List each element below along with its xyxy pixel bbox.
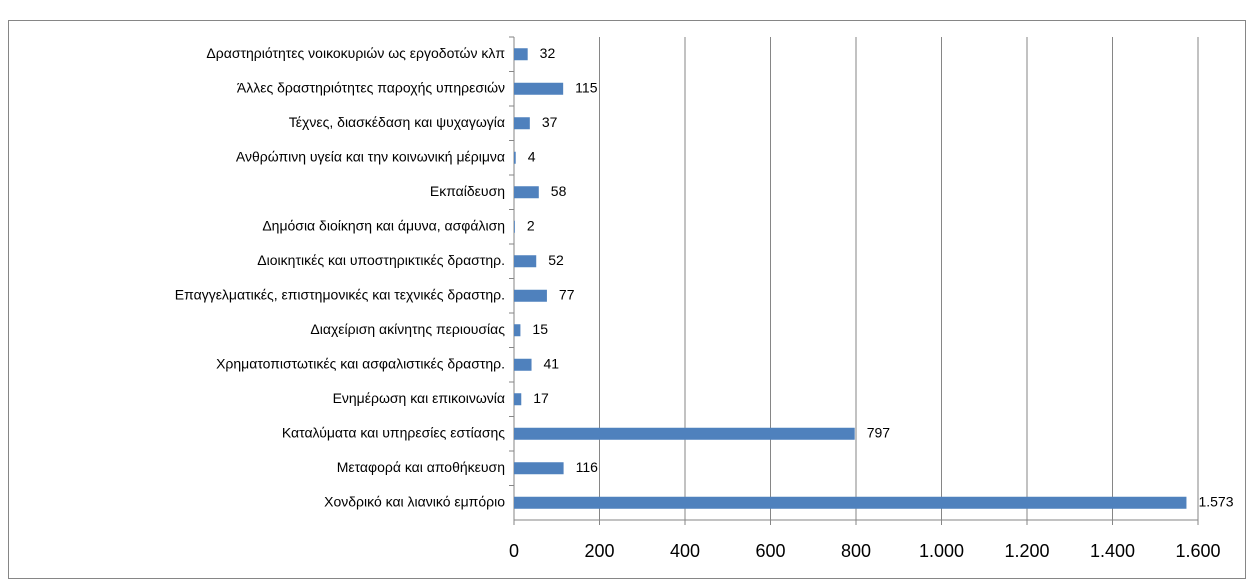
value-label: 41 — [544, 355, 560, 371]
bar — [514, 151, 516, 164]
value-label: 17 — [533, 390, 549, 406]
y-tick-label: Μεταφορά και αποθήκευση — [337, 459, 505, 475]
bar — [514, 427, 855, 440]
y-tick-label: Ενημέρωση και επικοινωνία — [333, 390, 505, 406]
y-tick-label: Χονδρικό και λιανικό εμπόριο — [324, 493, 505, 509]
value-label: 52 — [548, 252, 564, 268]
bar — [514, 117, 530, 130]
value-label: 15 — [532, 321, 548, 337]
bar — [514, 48, 528, 61]
y-tick-label: Επαγγελματικές, επιστημονικές και τεχνικ… — [175, 286, 505, 302]
x-tick-label: 800 — [841, 541, 871, 561]
x-tick-label: 600 — [755, 541, 785, 561]
bar — [514, 186, 539, 199]
x-tick-label: 1.000 — [919, 541, 964, 561]
y-tick-label: Διαχείριση ακίνητης περιουσίας — [310, 321, 505, 337]
value-label: 37 — [542, 114, 558, 130]
value-label: 2 — [527, 217, 535, 233]
x-tick-label: 1.200 — [1004, 541, 1049, 561]
x-tick-label: 200 — [584, 541, 614, 561]
chart-frame — [8, 20, 1246, 579]
x-tick-label: 1.600 — [1175, 541, 1220, 561]
y-tick-label: Ανθρώπινη υγεία και την κοινωνική μέριμν… — [236, 148, 505, 164]
bar — [514, 496, 1187, 509]
x-tick-label: 400 — [670, 541, 700, 561]
value-label: 116 — [576, 459, 599, 475]
value-label: 77 — [559, 286, 575, 302]
value-label: 1.573 — [1198, 493, 1233, 509]
y-tick-label: Τέχνες, διασκέδαση και ψυχαγωγία — [289, 114, 505, 130]
y-tick-label: Άλλες δραστηριότητες παροχής υπηρεσιών — [237, 79, 505, 95]
bar — [514, 393, 522, 406]
bar — [514, 358, 532, 371]
x-tick-label: 0 — [509, 541, 519, 561]
x-tick-label: 1.400 — [1090, 541, 1135, 561]
y-tick-label: Καταλύματα και υπηρεσίες εστίασης — [282, 424, 505, 440]
bar — [514, 220, 515, 233]
value-label: 32 — [540, 45, 556, 61]
bar — [514, 255, 537, 268]
value-label: 58 — [551, 183, 567, 199]
value-label: 4 — [528, 148, 536, 164]
y-tick-label: Διοικητικές και υποστηρικτικές δραστηρ. — [257, 252, 505, 268]
bar — [514, 82, 564, 95]
bar — [514, 462, 564, 475]
y-tick-label: Δημόσια διοίκηση και άμυνα, ασφάλιση — [262, 217, 505, 233]
value-label: 797 — [867, 424, 891, 440]
bar — [514, 289, 547, 302]
y-tick-label: Εκπαίδευση — [430, 183, 505, 199]
y-tick-label: Δραστηριότητες νοικοκυριών ως εργοδοτών … — [206, 45, 505, 61]
y-tick-label: Χρηματοπιστωτικές και ασφαλιστικές δραστ… — [216, 355, 505, 371]
bar — [514, 324, 521, 337]
value-label: 115 — [575, 79, 598, 95]
